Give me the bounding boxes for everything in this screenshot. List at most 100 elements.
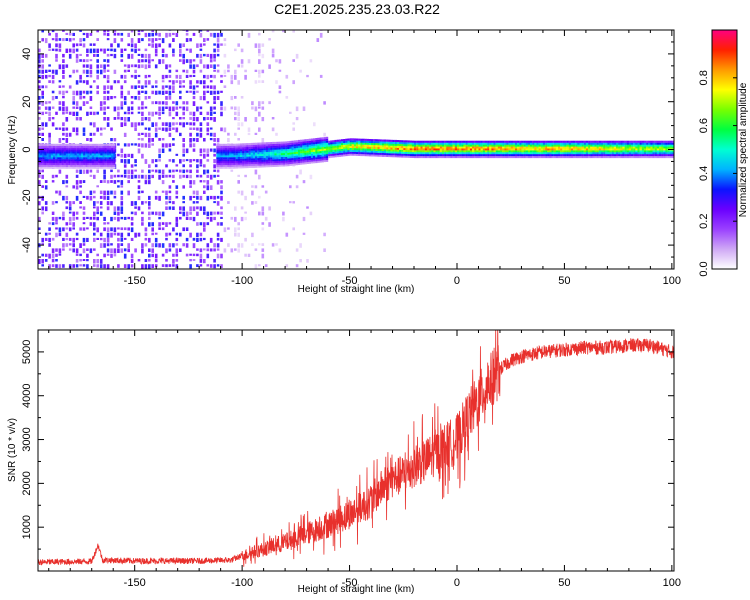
spectrogram-signal-cell	[57, 155, 60, 158]
spectrogram-signal-cell	[482, 148, 486, 151]
spectrogram-signal-cell	[534, 142, 537, 145]
spectrogram-noise-cell	[261, 253, 265, 259]
spectrogram-noise-cell	[58, 264, 62, 269]
spectrogram-signal-cell	[669, 140, 672, 143]
spectrogram-signal-cell	[304, 158, 307, 161]
spectrogram-noise-cell	[96, 185, 99, 188]
spectrogram-noise-cell	[62, 180, 65, 185]
spectrogram-noise-cell	[158, 195, 161, 201]
spectrogram-noise-cell	[179, 132, 182, 137]
spectrogram-noise-cell	[106, 117, 110, 121]
spectrogram-noise-cell	[79, 180, 82, 184]
spectrogram-noise-cell	[75, 264, 79, 268]
spectrogram-signal-cell	[581, 150, 584, 153]
spectrogram-signal-cell	[63, 143, 67, 146]
spectrogram-noise-cell	[75, 195, 79, 201]
spectrogram-signal-cell	[420, 148, 423, 151]
spectrogram-signal-cell	[570, 156, 574, 159]
spectrogram-signal-cell	[452, 154, 455, 157]
spectrogram-noise-cell	[93, 43, 96, 46]
spectrogram-noise-cell	[148, 59, 151, 64]
spectrogram-signal-cell	[403, 140, 406, 143]
spectrogram-signal-cell	[407, 142, 410, 145]
spectrogram-noise-cell	[237, 117, 240, 121]
spectrogram-signal-cell	[654, 148, 657, 151]
x-tick-label: 0	[454, 577, 460, 589]
spectrogram-signal-cell	[564, 142, 567, 145]
spectrogram-signal-cell	[523, 144, 526, 147]
spectrogram-signal-cell	[98, 149, 101, 152]
spectrogram-noise-cell	[137, 106, 141, 110]
spectrogram-signal-cell	[65, 161, 69, 164]
spectrogram-noise-cell	[99, 259, 103, 264]
spectrogram-noise-cell	[148, 237, 151, 243]
spectrogram-noise-cell	[134, 169, 137, 172]
spectrogram-signal-cell	[596, 156, 599, 159]
spectrogram-noise-cell	[285, 264, 289, 268]
spectrogram-noise-cell	[110, 85, 113, 90]
spectrogram-signal-cell	[96, 147, 99, 150]
spectrogram-signal-cell	[575, 144, 578, 147]
spectrogram-signal-cell	[323, 142, 327, 145]
spectrogram-signal-cell	[558, 152, 561, 155]
spectrogram-signal-cell	[411, 146, 415, 149]
spectrogram-signal-cell	[590, 142, 593, 145]
spectrogram-signal-cell	[310, 161, 314, 164]
spectrogram-signal-cell	[633, 152, 636, 155]
spectrogram-signal-cell	[242, 147, 245, 150]
spectrogram-signal-cell	[263, 142, 266, 145]
spectrogram-signal-cell	[360, 148, 363, 151]
spectrogram-signal-cell	[422, 154, 425, 157]
spectrogram-signal-cell	[63, 162, 67, 165]
spectrogram-noise-cell	[38, 180, 41, 185]
spectrogram-signal-cell	[482, 146, 486, 149]
spectrogram-signal-cell	[263, 153, 266, 156]
x-tick-label: -150	[124, 275, 146, 287]
spectrogram-signal-cell	[429, 150, 432, 153]
spectrogram-signal-cell	[401, 149, 404, 152]
spectrogram-signal-cell	[500, 152, 503, 155]
spectrogram-noise-cell	[75, 90, 79, 96]
spectrogram-signal-cell	[570, 144, 574, 147]
spectrogram-signal-cell	[44, 145, 47, 148]
spectrogram-signal-cell	[663, 140, 666, 143]
spectrogram-signal-cell	[113, 159, 116, 162]
spectrogram-signal-cell	[267, 146, 271, 149]
spectrogram-noise-cell	[58, 138, 62, 143]
spectrogram-noise-cell	[192, 201, 196, 204]
spectrogram-signal-cell	[330, 153, 333, 156]
spectrogram-signal-cell	[63, 151, 67, 154]
spectrogram-noise-cell	[144, 59, 148, 63]
spectrogram-noise-cell	[103, 127, 106, 130]
spectrogram-signal-cell	[420, 146, 423, 149]
spectrogram-noise-cell	[203, 211, 206, 215]
spectrogram-signal-cell	[287, 152, 290, 155]
spectrogram-signal-cell	[244, 143, 247, 146]
spectrogram-noise-cell	[306, 206, 309, 209]
spectrogram-noise-cell	[44, 122, 48, 127]
spectrogram-signal-cell	[302, 160, 305, 163]
spectrogram-noise-cell	[44, 69, 48, 73]
spectrogram-signal-cell	[381, 139, 385, 142]
spectrogram-signal-cell	[111, 155, 114, 158]
spectrogram-signal-cell	[104, 162, 107, 165]
spectrogram-noise-cell	[137, 96, 141, 101]
spectrogram-signal-cell	[218, 161, 221, 164]
spectrogram-noise-cell	[203, 222, 206, 228]
spectrogram-noise-cell	[182, 153, 185, 157]
spectrogram-signal-cell	[663, 154, 666, 157]
spectrogram-noise-cell	[292, 201, 295, 204]
spectrogram-signal-cell	[484, 152, 488, 155]
spectrogram-signal-cell	[368, 142, 372, 145]
spectrogram-signal-cell	[530, 140, 533, 143]
spectrogram-signal-cell	[379, 139, 382, 142]
spectrogram-signal-cell	[399, 155, 402, 158]
spectrogram-signal-cell	[222, 151, 226, 154]
spectrogram-noise-cell	[209, 106, 213, 112]
spectrogram-noise-cell	[96, 206, 99, 212]
spectrogram-signal-cell	[321, 150, 324, 153]
spectrogram-signal-cell	[252, 146, 256, 149]
spectrogram-noise-cell	[151, 169, 154, 172]
spectrogram-signal-cell	[360, 154, 363, 157]
spectrogram-noise-cell	[199, 80, 203, 85]
